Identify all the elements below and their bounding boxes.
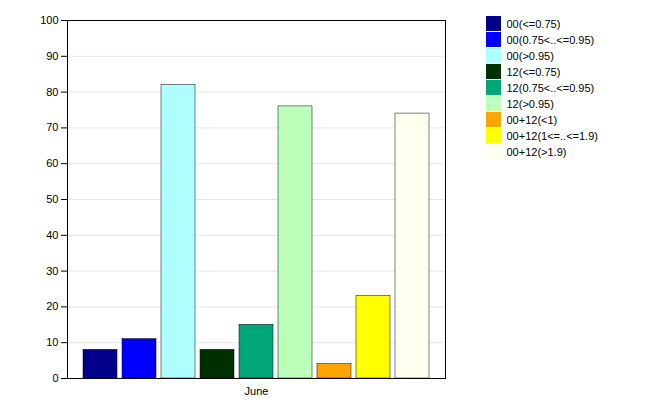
html-text:00(<=0.75): 00(<=0.75) [506, 17, 561, 30]
html-text:00+12(<1): 00+12(<1) [506, 113, 558, 126]
html-text:12(<=0.75): 12(<=0.75) [506, 65, 561, 78]
html-text:00+12(>1.9): 00+12(>1.9) [506, 145, 567, 158]
svg-text:80: 80 [46, 86, 58, 98]
html-text:12(0.75<..<=0.95): 12(0.75<..<=0.95) [506, 81, 595, 94]
svg-text:20: 20 [46, 300, 58, 312]
html-text:12(>0.95): 12(>0.95) [506, 97, 554, 110]
svg-text:0: 0 [52, 372, 58, 384]
svg-text:40: 40 [46, 229, 58, 241]
svg-text:10: 10 [46, 336, 58, 348]
html-text:00(0.75<..<=0.95): 00(0.75<..<=0.95) [506, 33, 595, 46]
svg-text:100: 100 [40, 14, 58, 26]
svg-text:90: 90 [46, 50, 58, 62]
svg-text:30: 30 [46, 265, 58, 277]
svg-text:June: June [245, 385, 269, 397]
svg-text:50: 50 [46, 193, 58, 205]
svg-text:70: 70 [46, 121, 58, 133]
html-text:00(>0.95): 00(>0.95) [506, 49, 554, 62]
html-text:00+12(1<=..<=1.9): 00+12(1<=..<=1.9) [506, 129, 598, 142]
svg-text:60: 60 [46, 157, 58, 169]
